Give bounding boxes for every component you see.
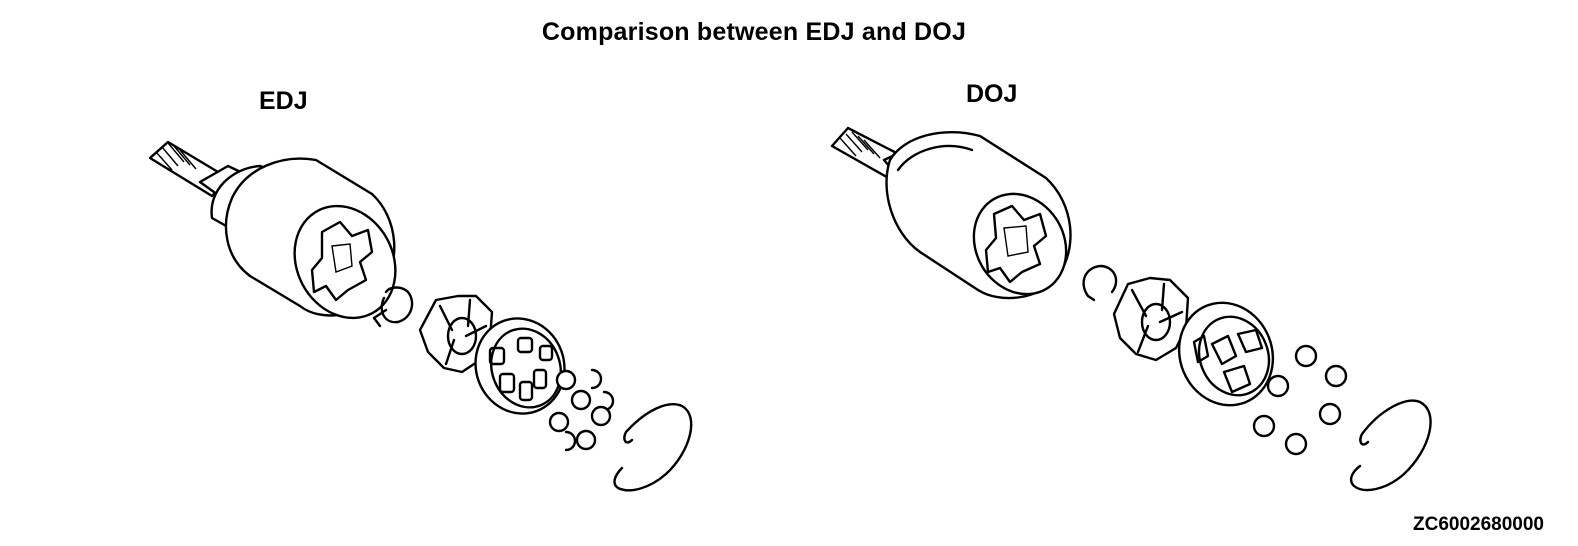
diagram-title: Comparison between EDJ and DOJ: [541, 18, 967, 46]
doj-circlip: [1349, 399, 1432, 492]
figure-id: ZC6002680000: [1413, 514, 1544, 535]
doj-snap-ring: [1082, 264, 1118, 302]
edj-balls: [548, 368, 615, 452]
doj-label: DOJ: [966, 80, 1018, 108]
edj-snap-ring: [372, 286, 414, 328]
edj-cage: [474, 317, 566, 415]
edj-assembly: [148, 140, 693, 492]
edj-circlip: [613, 403, 693, 492]
doj-tripod: [1112, 276, 1190, 362]
edj-outer-race: [148, 140, 397, 320]
doj-assembly: [830, 126, 1432, 492]
edj-label: EDJ: [259, 87, 308, 115]
doj-outer-race: [830, 126, 1072, 300]
doj-balls: [1252, 344, 1348, 456]
doj-cage: [1177, 301, 1275, 407]
